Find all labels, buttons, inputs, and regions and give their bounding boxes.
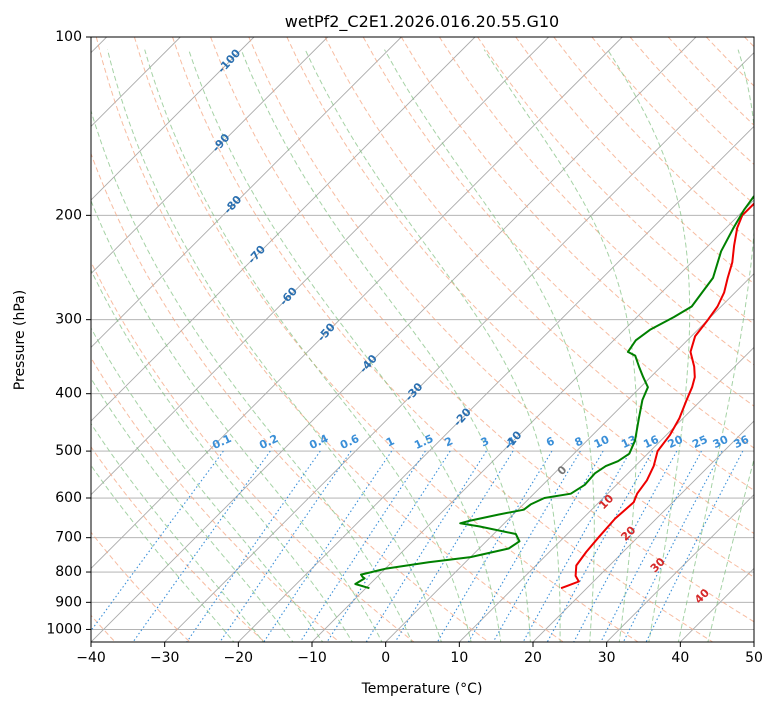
mixing-ratio-line (622, 450, 723, 642)
x-axis-title: Temperature (°C) (361, 681, 483, 697)
dry-adiabat-line (91, 446, 266, 642)
isotherm-line (458, 346, 754, 642)
moist-adiabat-line (483, 49, 638, 642)
x-tick-label: −40 (76, 650, 106, 666)
x-tick-label: −30 (150, 650, 180, 666)
dry-adiabat-line (91, 260, 415, 642)
mixing-ratio-line (645, 450, 744, 642)
mixing-ratio-line (263, 450, 393, 642)
series-layer (354, 194, 754, 590)
moist-adiabat-line (91, 269, 353, 642)
y-tick-label: 700 (55, 530, 82, 546)
dry-adiabat-line (210, 37, 754, 623)
x-tick-label: −20 (224, 650, 254, 666)
moist-adiabat-line (304, 49, 561, 642)
y-tick-label: 100 (55, 29, 82, 45)
isotherm-line (311, 199, 754, 642)
dry-adiabat-line (133, 37, 639, 642)
mixing-ratio-label: 30 (711, 433, 731, 451)
isotherm-line (385, 273, 754, 642)
y-tick-label: 200 (55, 207, 82, 223)
moist-adiabat-line (91, 109, 413, 642)
mixing-ratio-label: 13 (619, 433, 638, 451)
y-tick-label: 1000 (46, 621, 82, 637)
mixing-ratio-line (492, 450, 604, 642)
chart-title: wetPf2_C2E1.2026.016.20.55.G10 (285, 12, 559, 32)
y-tick-label: 900 (55, 594, 82, 610)
y-tick-label: 500 (55, 443, 82, 459)
mixing-ratio-label: 36 (732, 433, 752, 451)
isotherm-line (91, 37, 623, 569)
moist-adiabat-line (240, 49, 531, 642)
moist-adiabat-line (707, 457, 754, 642)
x-tick-label: 40 (671, 650, 689, 666)
y-tick-label: 800 (55, 564, 82, 580)
mixing-ratio-line (299, 450, 426, 642)
mixing-ratio-label: 20 (666, 433, 686, 451)
mixing-ratio-line (394, 450, 514, 642)
isotherm-line (606, 494, 754, 642)
moist-adiabat-line (677, 49, 754, 642)
mixing-ratio-label: 16 (641, 433, 661, 451)
dewpoint-series-line (354, 194, 754, 590)
isotherm-line (91, 37, 549, 496)
isotherm-line (237, 125, 754, 642)
plot-frame (90, 36, 755, 643)
moist-adiabat-line (188, 49, 502, 642)
dry-adiabat-line (248, 37, 754, 578)
dry-adiabat-line (95, 37, 565, 642)
isotherm-line (532, 420, 754, 642)
isotherm-line (91, 37, 255, 201)
isotherm-line (164, 52, 754, 642)
dry-adiabat-line (91, 152, 490, 642)
x-tick-label: 10 (450, 650, 468, 666)
x-tick-label: 50 (745, 650, 763, 666)
isotherm-line (91, 37, 328, 275)
moist-adiabat-line (384, 49, 595, 642)
moist-adiabat-line (91, 327, 324, 642)
dry-adiabat-line (324, 37, 754, 491)
ticks-layer: −40 −30 −20 −10 0 10 20 30 40 50 100 200 300 400 500 60… (46, 29, 763, 666)
mixing-ratio-line (573, 450, 678, 642)
mixing-ratio-label: 25 (690, 433, 709, 451)
isotherm-line (91, 37, 476, 422)
mixing-ratio-line (365, 450, 487, 642)
y-tick-label: 300 (55, 312, 82, 328)
moist-adiabat-line (91, 199, 383, 642)
y-tick-label: 400 (55, 386, 82, 402)
moist-adiabat-line (607, 49, 691, 642)
temperature-series-line (560, 202, 754, 590)
mixing-ratio-line (132, 450, 271, 642)
moist-adiabat-line (107, 49, 442, 642)
y-tick-label: 600 (55, 490, 82, 506)
mixing-ratio-line (467, 450, 581, 642)
dry-adiabat-line (286, 37, 754, 535)
x-tick-label: 20 (524, 650, 542, 666)
isotherm-line (91, 37, 697, 642)
dry-adiabat-line (172, 37, 714, 642)
x-tick-label: −10 (297, 650, 327, 666)
x-tick-label: 30 (598, 650, 616, 666)
x-tick-label: 0 (381, 650, 390, 666)
mixing-ratio-label: 10 (592, 433, 612, 451)
mixing-ratio-line (326, 450, 451, 642)
y-axis-title: Pressure (hPa) (12, 290, 28, 390)
